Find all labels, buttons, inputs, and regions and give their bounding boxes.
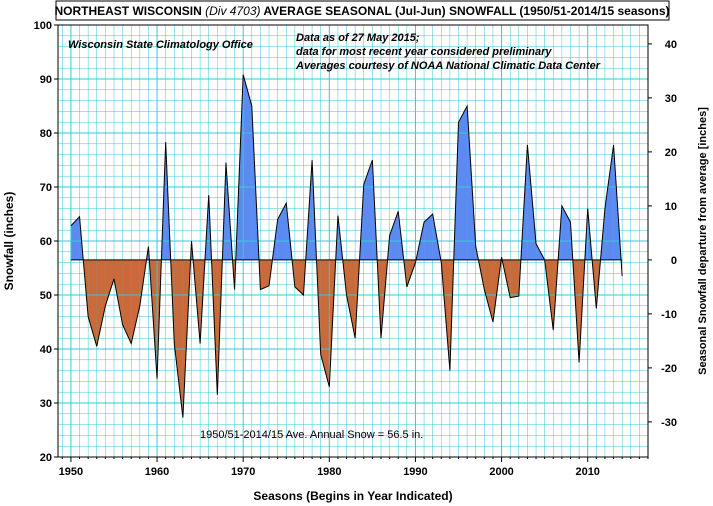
x-tick-label: 1990 <box>403 466 427 478</box>
note-line-1: Data as of 27 May 2015; <box>296 32 420 44</box>
y2-tick-label: -30 <box>661 417 677 429</box>
title-prefix: NORTHEAST WISCONSIN <box>54 4 205 18</box>
axis-ticks <box>54 24 652 462</box>
y2-tick-label: 10 <box>665 201 677 213</box>
title-suffix: AVERAGE SEASONAL (Jul-Jun) SNOWFALL (195… <box>261 4 670 18</box>
departure-fill <box>113 259 123 325</box>
note-line-2: data for most recent year considered pre… <box>296 46 552 58</box>
snowfall-series-line <box>70 74 623 418</box>
departure-fill <box>88 259 97 347</box>
departure-fill <box>510 259 519 298</box>
y-tick-label: 50 <box>40 290 52 302</box>
departure-fill <box>277 203 287 260</box>
departure-fill <box>458 106 468 260</box>
departure-fill <box>561 205 571 260</box>
y2-tick-label: 0 <box>671 255 677 267</box>
x-tick-label: 2000 <box>489 466 513 478</box>
x-tick-label: 1960 <box>145 466 169 478</box>
source-label: Wisconsin State Climatology Office <box>68 39 253 51</box>
note-line-3: Averages courtesy of NOAA National Clima… <box>295 60 601 72</box>
y-tick-label: 20 <box>40 452 52 464</box>
departure-fill <box>243 74 252 260</box>
departure-fill <box>604 144 614 260</box>
departure-fill <box>484 259 493 322</box>
departure-fill <box>260 259 270 290</box>
tick-labels: 1950 1960 1970 1980 1990 2000 2010203040506070… <box>34 20 677 478</box>
y-tick-label: 100 <box>34 20 52 32</box>
departure-fill <box>389 211 399 260</box>
y2-tick-label: -20 <box>661 363 677 375</box>
title-box <box>55 0 670 21</box>
x-tick-label: 2010 <box>575 466 599 478</box>
y-tick-label: 60 <box>40 236 52 248</box>
y-tick-label: 80 <box>40 128 52 140</box>
y-axis-label: Snowfall (inches) <box>2 192 16 291</box>
y2-tick-label: 20 <box>665 147 677 159</box>
departure-fill <box>424 214 433 260</box>
y-tick-label: 90 <box>40 74 52 86</box>
average-label: 1950/51-2014/15 Ave. Annual Snow = 56.5 … <box>200 429 423 441</box>
departure-fill <box>294 259 304 295</box>
departure-fill <box>96 259 106 347</box>
departure-fill <box>131 259 140 344</box>
departure-fill <box>346 259 356 339</box>
departure-fill <box>105 259 114 306</box>
title-division: (Div 4703) <box>205 4 260 18</box>
departure-fill <box>363 160 373 260</box>
y2-tick-label: 30 <box>665 93 677 105</box>
x-tick-label: 1950 <box>59 466 83 478</box>
y2-tick-label: 40 <box>665 39 677 51</box>
y-tick-label: 70 <box>40 182 52 194</box>
x-axis-label: Seasons (Begins in Year Indicated) <box>253 489 452 503</box>
departure-fill <box>122 259 132 344</box>
y-tick-label: 30 <box>40 398 52 410</box>
y-tick-label: 40 <box>40 344 52 356</box>
y2-tick-label: -10 <box>661 309 677 321</box>
y2-axis-label: Seasonal Snowfall departure from average… <box>697 107 709 375</box>
x-tick-label: 1980 <box>317 466 341 478</box>
departure-fill <box>174 259 183 418</box>
departure-fill <box>70 216 80 260</box>
chart-title: NORTHEAST WISCONSIN (Div 4703) AVERAGE S… <box>54 4 669 18</box>
x-tick-label: 1970 <box>231 466 255 478</box>
departure-fill <box>320 259 330 387</box>
